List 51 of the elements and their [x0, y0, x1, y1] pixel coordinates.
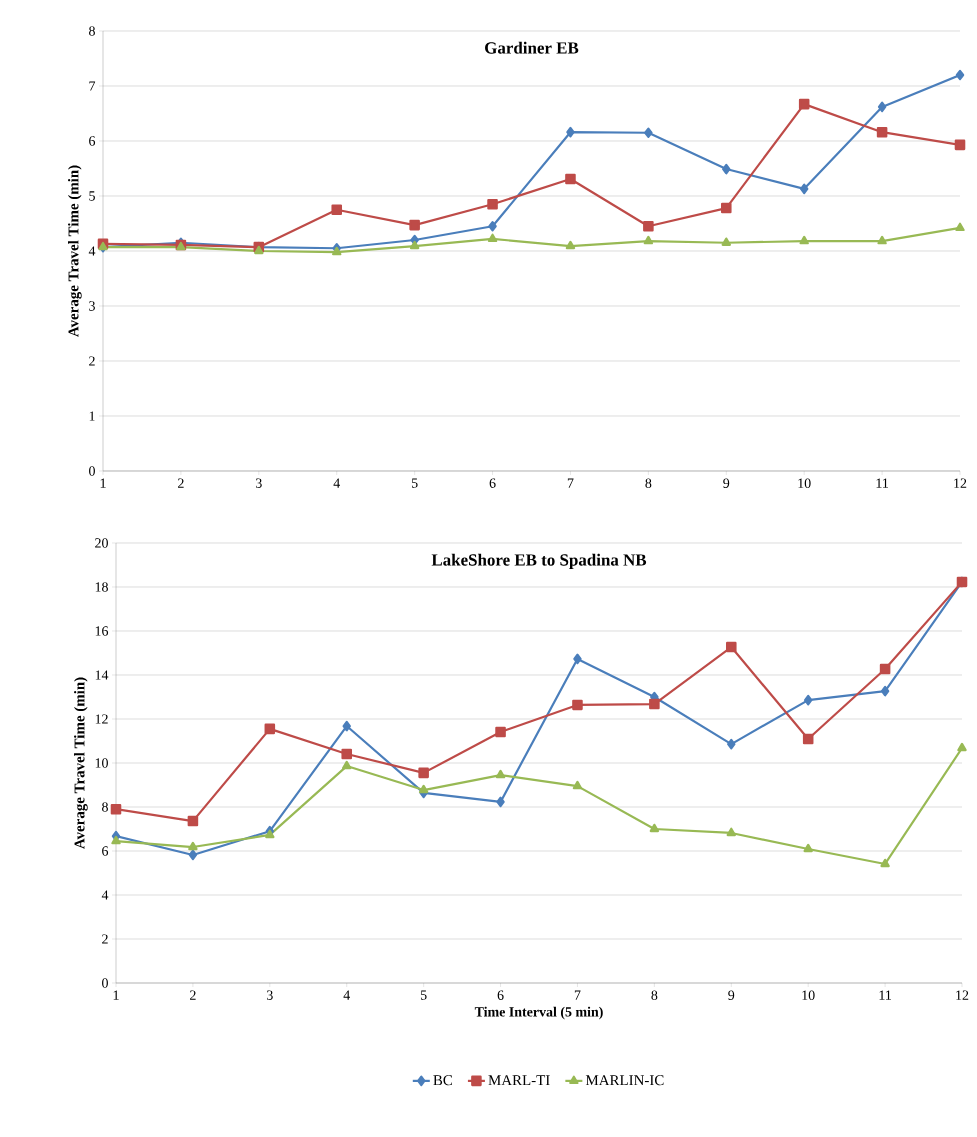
x-tick-label: 9	[723, 478, 730, 488]
legend-label: MARL-TI	[488, 1075, 550, 1086]
y-tick-label: 1	[89, 411, 95, 421]
x-axis-title: Time Interval (5 min)	[474, 1006, 603, 1020]
y-axis-title: Average Travel Time (min)	[68, 165, 82, 337]
x-tick-label: 4	[333, 478, 341, 488]
y-tick-label: 7	[89, 81, 96, 91]
chart-title: Gardiner EB	[485, 41, 579, 54]
y-tick-label: 18	[95, 582, 108, 592]
x-tick-label: 10	[798, 478, 811, 488]
x-tick-label: 9	[728, 990, 735, 1000]
x-tick-label: 11	[879, 990, 891, 1000]
y-tick-label: 5	[89, 191, 95, 201]
y-tick-label: 0	[102, 978, 108, 988]
x-tick-label: 1	[113, 990, 119, 1000]
text: LakeShore EB to Spadina NB	[431, 553, 647, 570]
y-tick-label: 8	[89, 26, 95, 36]
x-tick-label: 11	[876, 478, 888, 488]
y-tick-label: 14	[95, 670, 109, 680]
y-axis-title: Average Travel Time (min)	[74, 677, 88, 849]
x-tick-label: 4	[343, 990, 351, 1000]
x-tick-label: 5	[411, 478, 418, 488]
y-tick-label: 2	[89, 356, 95, 366]
legend-label: MARLIN-IC	[585, 1075, 664, 1086]
y-tick-label: 2	[102, 934, 108, 944]
y-tick-label: 3	[89, 301, 95, 311]
y-tick-label: 4	[88, 246, 96, 256]
x-tick-label: 6	[489, 478, 496, 488]
y-tick-label: 6	[102, 846, 109, 856]
x-tick-label: 2	[190, 990, 196, 1000]
x-tick-label: 7	[567, 478, 574, 488]
x-tick-label: 3	[256, 478, 262, 488]
x-tick-label: 10	[802, 990, 815, 1000]
x-tick-label: 12	[956, 990, 969, 1000]
y-tick-label: 8	[102, 802, 108, 812]
x-tick-label: 8	[651, 990, 658, 1000]
x-tick-label: 7	[574, 990, 581, 1000]
y-tick-label: 10	[95, 758, 108, 768]
legend-label: BC	[433, 1075, 452, 1086]
x-tick-label: 2	[178, 478, 184, 488]
y-tick-label: 0	[89, 466, 95, 476]
y-tick-label: 20	[95, 538, 108, 548]
x-tick-label: 8	[645, 478, 652, 488]
x-tick-label: 6	[497, 990, 504, 1000]
y-tick-label: 6	[89, 136, 96, 146]
y-tick-label: 16	[95, 626, 109, 636]
y-tick-label: 12	[95, 714, 108, 724]
y-tick-label: 4	[101, 890, 109, 900]
x-tick-label: 3	[267, 990, 273, 1000]
x-tick-label: 12	[954, 478, 967, 488]
x-tick-label: 5	[420, 990, 427, 1000]
